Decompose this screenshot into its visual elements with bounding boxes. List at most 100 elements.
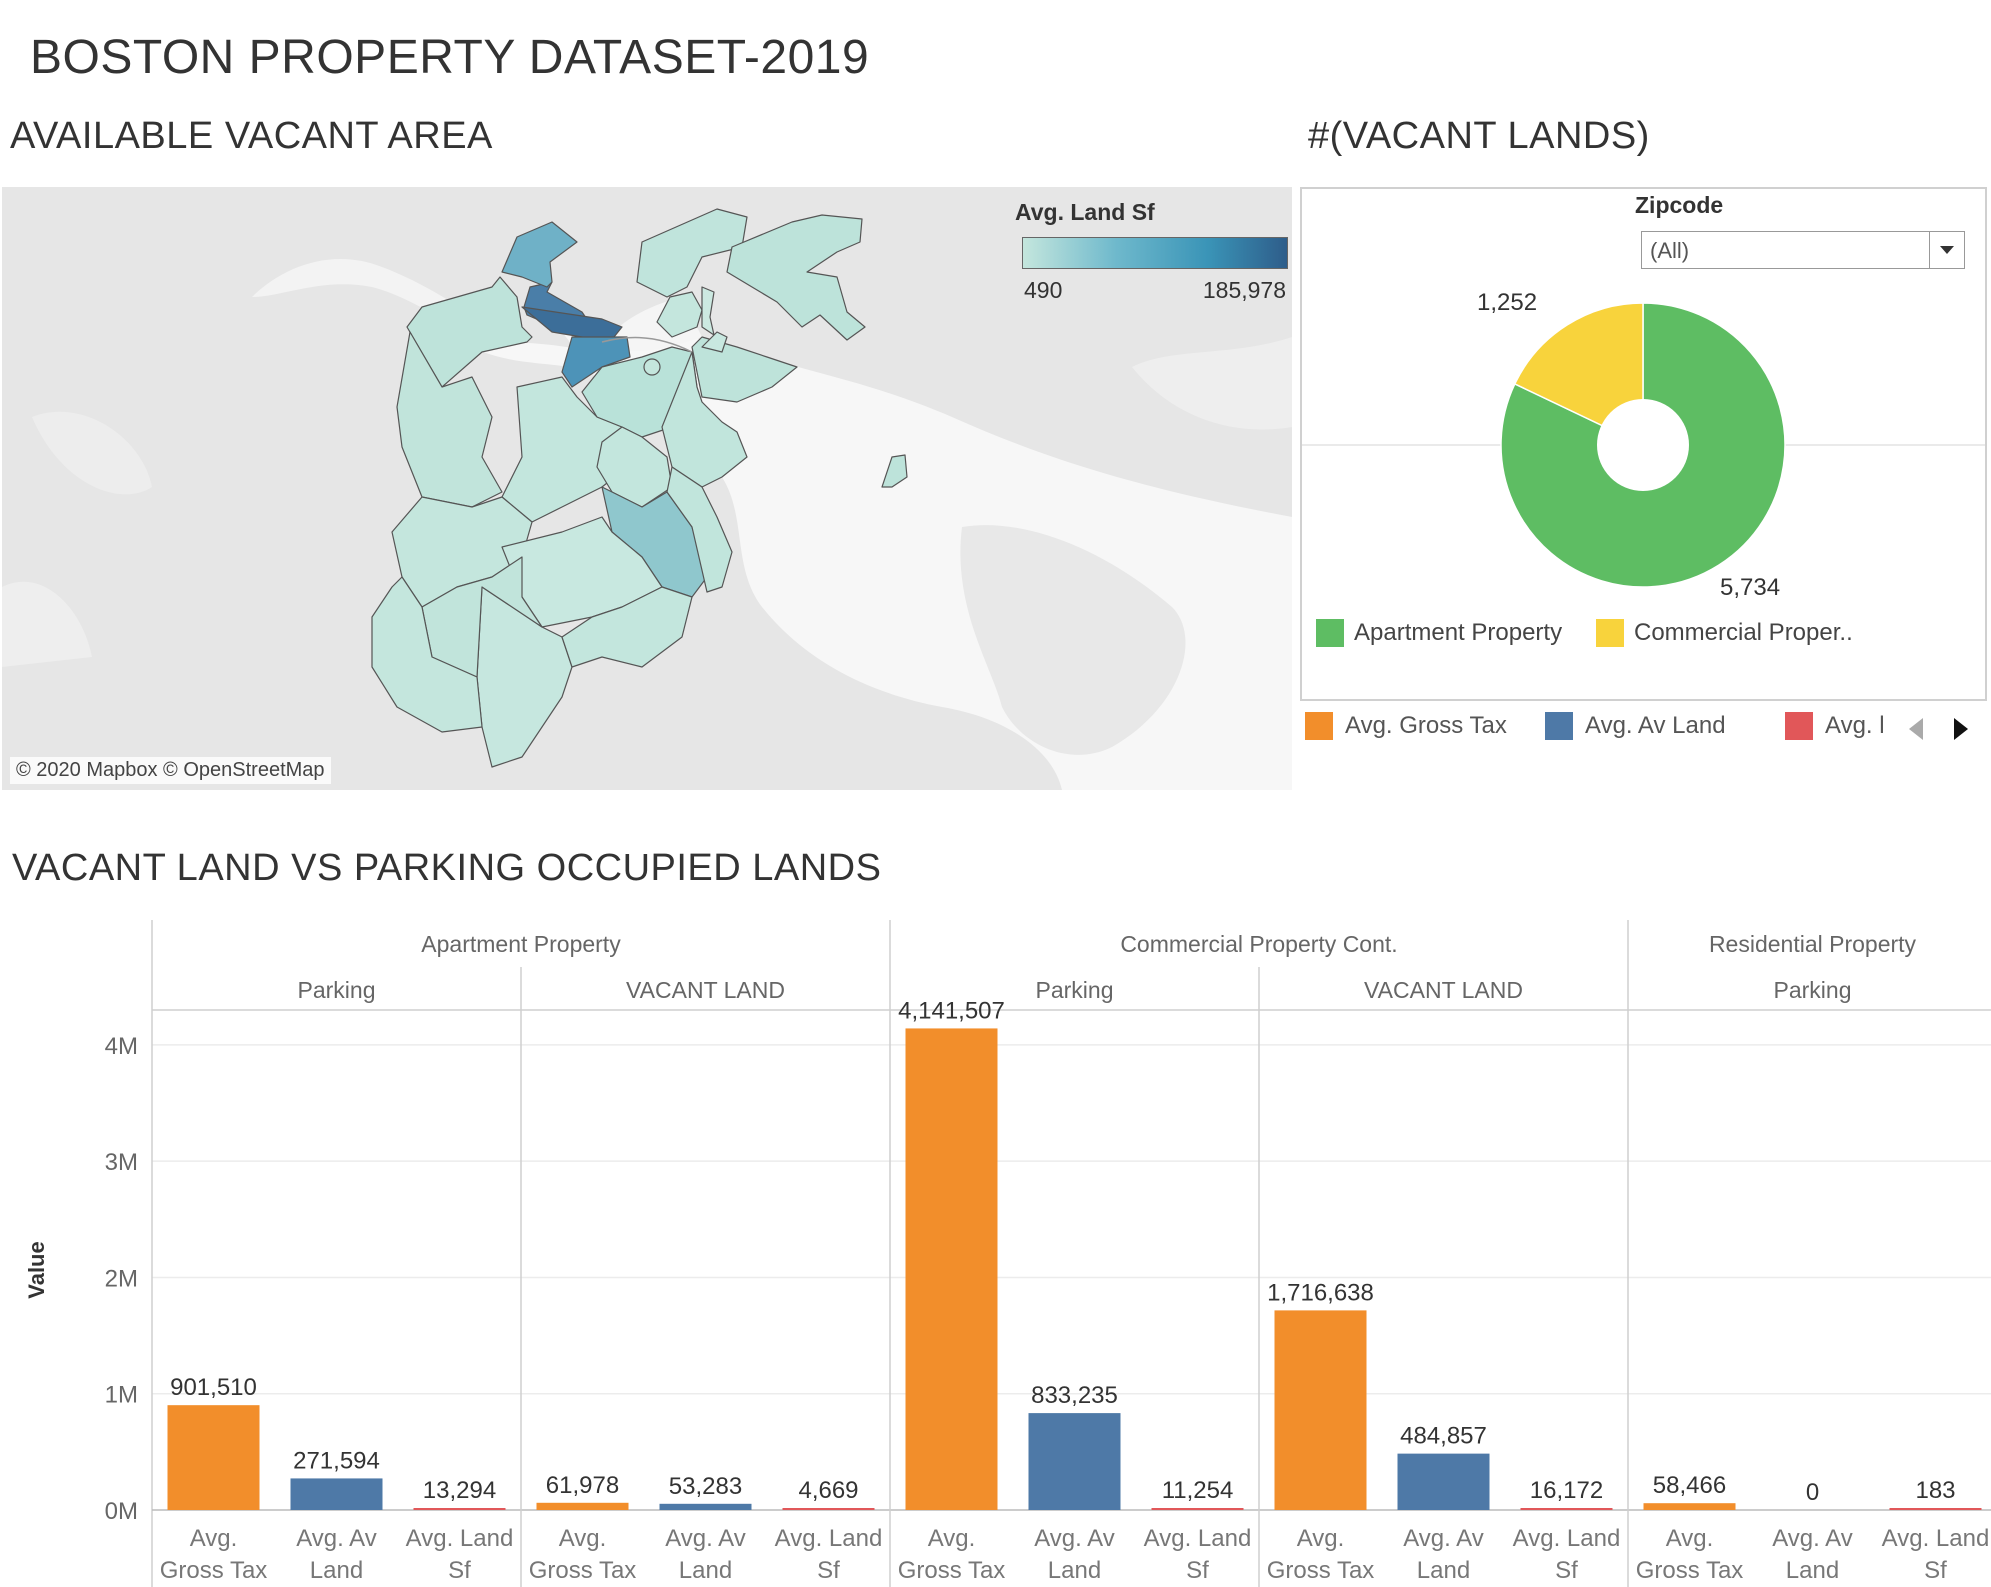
y-tick-label: 3M bbox=[105, 1149, 138, 1176]
bar-avg-av-land bbox=[290, 1478, 383, 1510]
map-section-title: AVAILABLE VACANT AREA bbox=[10, 115, 493, 157]
bar-value-label: 183 bbox=[1915, 1477, 1955, 1504]
bar-value-label: 833,235 bbox=[1031, 1382, 1118, 1409]
x-tick-label: Avg. bbox=[1666, 1525, 1714, 1552]
bar-avg-av-land bbox=[1397, 1453, 1490, 1510]
bar-avg-av-land bbox=[659, 1503, 752, 1510]
x-tick-label: Avg. bbox=[190, 1525, 238, 1552]
bar-legend-swatch-gross-tax bbox=[1305, 712, 1333, 740]
bar-value-label: 11,254 bbox=[1162, 1477, 1234, 1504]
bar-legend-swatch-av-land bbox=[1545, 712, 1573, 740]
map-color-legend bbox=[1022, 237, 1288, 269]
y-tick-label: 1M bbox=[105, 1382, 138, 1409]
y-axis-label: Value bbox=[24, 1241, 49, 1298]
bar-value-label: 16,172 bbox=[1530, 1477, 1603, 1504]
bar-value-label: 4,669 bbox=[798, 1477, 858, 1504]
bar-avg-land-sf bbox=[1151, 1508, 1244, 1510]
bar-legend-label-av-land: Avg. Av Land bbox=[1585, 712, 1726, 739]
x-tick-label: Sf bbox=[817, 1557, 840, 1584]
x-tick-label: Land bbox=[1048, 1557, 1101, 1584]
x-tick-label: Avg. Land bbox=[1144, 1525, 1252, 1552]
x-tick-label: Avg. Av bbox=[1034, 1525, 1115, 1552]
dashboard-title: BOSTON PROPERTY DATASET-2019 bbox=[30, 31, 870, 84]
bar-legend-label-gross-tax: Avg. Gross Tax bbox=[1345, 712, 1507, 739]
x-tick-label: Avg. Land bbox=[775, 1525, 883, 1552]
bar-legend-swatch-land-sf bbox=[1785, 712, 1813, 740]
legend-swatch-apartment bbox=[1316, 619, 1344, 647]
x-tick-label: Sf bbox=[1555, 1557, 1578, 1584]
map-legend-min: 490 bbox=[1024, 277, 1063, 303]
map-attribution[interactable]: © 2020 Mapbox © OpenStreetMap bbox=[10, 757, 331, 784]
zipcode-filter-value: (All) bbox=[1650, 238, 1690, 263]
x-tick-label: Gross Tax bbox=[1636, 1557, 1744, 1584]
x-tick-label: Avg. Av bbox=[1403, 1525, 1484, 1552]
bar-legend-label-land-sf: Avg. l bbox=[1825, 712, 1885, 739]
x-tick-label: Land bbox=[1417, 1557, 1470, 1584]
bar-color-legend: Avg. Gross Tax Avg. Av Land Avg. l bbox=[1305, 712, 1991, 757]
bar-avg-land-sf bbox=[413, 1508, 506, 1510]
zipcode-filter-label: Zipcode bbox=[1635, 192, 1724, 218]
panel-header-label: Parking bbox=[298, 977, 376, 1003]
x-tick-label: Gross Tax bbox=[1267, 1557, 1375, 1584]
x-tick-label: Gross Tax bbox=[529, 1557, 637, 1584]
vacant-lands-donut bbox=[1302, 302, 1985, 588]
x-tick-label: Avg. Land bbox=[1882, 1525, 1990, 1552]
triangle-right-icon[interactable] bbox=[1950, 714, 1972, 744]
x-tick-label: Avg. Land bbox=[1513, 1525, 1621, 1552]
bar-value-label: 484,857 bbox=[1400, 1423, 1487, 1450]
bar-value-label: 0 bbox=[1806, 1479, 1819, 1506]
bar-avg-land-sf bbox=[1520, 1508, 1613, 1510]
zipcode-filter-select[interactable]: (All) bbox=[1641, 231, 1965, 269]
map-legend-max: 185,978 bbox=[1202, 277, 1286, 303]
vacant-lands-panel: Zipcode (All) 1,252 5,734 Apartment Prop… bbox=[1300, 187, 1987, 701]
bar-avg-land-sf bbox=[1889, 1508, 1982, 1510]
vacant-vs-parking-bar-chart: 0M 1M 2M 3M 4M Value Apartment Property Parking… bbox=[24, 920, 1991, 1587]
x-tick-label: Gross Tax bbox=[160, 1557, 268, 1584]
x-tick-label: Avg. Land bbox=[406, 1525, 514, 1552]
x-tick-label: Sf bbox=[1186, 1557, 1209, 1584]
y-tick-label: 4M bbox=[105, 1033, 138, 1060]
x-tick-label: Gross Tax bbox=[898, 1557, 1006, 1584]
x-tick-label: Land bbox=[679, 1557, 732, 1584]
x-tick-label: Avg. Av bbox=[296, 1525, 377, 1552]
legend-label-apartment: Apartment Property bbox=[1354, 619, 1563, 646]
map-legend-title: Avg. Land Sf bbox=[1015, 199, 1155, 225]
y-tick-label: 2M bbox=[105, 1265, 138, 1292]
triangle-left-icon[interactable] bbox=[1905, 714, 1927, 744]
bar-value-label: 13,294 bbox=[423, 1477, 496, 1504]
bar-avg-land-sf bbox=[782, 1508, 875, 1510]
y-tick-label: 0M bbox=[105, 1498, 138, 1525]
x-tick-label: Land bbox=[310, 1557, 363, 1584]
group-header-label: Residential Property bbox=[1709, 931, 1917, 957]
bar-value-label: 58,466 bbox=[1653, 1472, 1726, 1499]
x-tick-label: Avg. bbox=[559, 1525, 607, 1552]
legend-label-commercial: Commercial Proper.. bbox=[1634, 619, 1853, 646]
bar-avg-gross-tax bbox=[905, 1028, 998, 1510]
x-tick-label: Sf bbox=[1924, 1557, 1947, 1584]
bar-section-title: VACANT LAND VS PARKING OCCUPIED LANDS bbox=[12, 847, 882, 889]
bar-value-label: 61,978 bbox=[546, 1472, 619, 1499]
donut-section-title: #(VACANT LANDS) bbox=[1308, 115, 1650, 157]
x-tick-label: Sf bbox=[448, 1557, 471, 1584]
bar-avg-gross-tax bbox=[1643, 1503, 1736, 1510]
bar-value-label: 4,141,507 bbox=[898, 997, 1005, 1024]
legend-swatch-commercial bbox=[1596, 619, 1624, 647]
panel-header-label: VACANT LAND bbox=[626, 977, 785, 1003]
bar-avg-gross-tax bbox=[167, 1405, 260, 1510]
group-header-label: Commercial Property Cont. bbox=[1120, 931, 1397, 957]
x-tick-label: Avg. bbox=[928, 1525, 976, 1552]
bar-value-label: 271,594 bbox=[293, 1447, 380, 1474]
chevron-down-icon[interactable] bbox=[1929, 232, 1964, 268]
x-tick-label: Land bbox=[1786, 1557, 1839, 1584]
bar-value-label: 901,510 bbox=[170, 1374, 257, 1401]
bar-avg-gross-tax bbox=[1274, 1310, 1367, 1510]
donut-slice-commercial bbox=[1513, 302, 1644, 447]
donut-label-commercial: 1,252 bbox=[1477, 289, 1538, 316]
bar-value-label: 1,716,638 bbox=[1267, 1279, 1374, 1306]
vacant-area-map[interactable]: Avg. Land Sf 490 185,978 © 2020 Mapbox ©… bbox=[2, 187, 1292, 790]
bar-avg-gross-tax bbox=[536, 1502, 629, 1510]
panel-header-label: VACANT LAND bbox=[1364, 977, 1523, 1003]
bar-value-label: 53,283 bbox=[669, 1473, 742, 1500]
panel-header-label: Parking bbox=[1036, 977, 1114, 1003]
group-header-label: Apartment Property bbox=[421, 931, 621, 957]
